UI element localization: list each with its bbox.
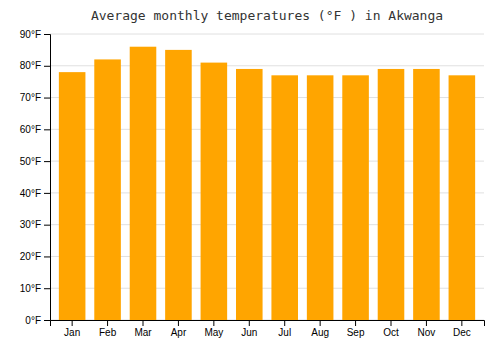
x-tick: Nov [418, 320, 436, 338]
x-tick: Jul [278, 320, 291, 338]
bar [59, 72, 86, 320]
x-tick-mark [72, 320, 73, 326]
x-tick-label: Jul [278, 327, 291, 338]
y-tick-label: 80°F [20, 60, 41, 71]
y-tick: 20°F [20, 251, 50, 262]
y-tick: 50°F [20, 156, 50, 167]
x-tick-mark [178, 320, 179, 326]
y-tick: 0°F [25, 315, 50, 326]
x-tick: Oct [383, 320, 399, 338]
x-tick-mark [107, 320, 108, 326]
x-tick-mark [461, 320, 462, 326]
x-tick: Jan [64, 320, 80, 338]
bar [342, 75, 369, 320]
x-tick-mark [284, 320, 285, 326]
y-tick: 10°F [20, 283, 50, 294]
y-tick-label: 60°F [20, 124, 41, 135]
x-tick-mark [249, 320, 250, 326]
y-tick-mark [44, 66, 50, 67]
x-tick-label: Dec [453, 327, 471, 338]
x-tick: Apr [171, 320, 187, 338]
bar [94, 59, 121, 320]
y-tick: 40°F [20, 188, 50, 199]
y-tick-mark [44, 129, 50, 130]
x-tick-mark [213, 320, 214, 326]
y-tick: 30°F [20, 219, 50, 230]
x-tick-label: Aug [311, 327, 329, 338]
x-tick: Dec [453, 320, 471, 338]
grid-line [50, 34, 484, 35]
y-tick-mark [44, 320, 50, 321]
y-tick-mark [44, 288, 50, 289]
x-tick-label: Nov [418, 327, 436, 338]
x-tick-label: Sep [347, 327, 365, 338]
x-tick: Feb [99, 320, 117, 338]
y-tick: 70°F [20, 92, 50, 103]
x-tick-label: Feb [99, 327, 117, 338]
plot-area [59, 47, 475, 320]
chart: 0°F 10°F 20°F 30°F 40°F 50°F 60°F 70°F 80°F 90°F J… [0, 0, 500, 350]
y-tick-label: 10°F [20, 283, 41, 294]
y-tick-mark [44, 161, 50, 162]
y-tick-label: 40°F [20, 188, 41, 199]
y-tick-label: 70°F [20, 92, 41, 103]
x-tick-mark [143, 320, 144, 326]
x-axis-line [51, 321, 485, 327]
y-tick-mark [44, 34, 50, 35]
x-tick-mark [426, 320, 427, 326]
title: Average monthly temperatures (°F ) in Ak… [91, 8, 443, 23]
y-tick-label: 20°F [20, 251, 41, 262]
bar [307, 75, 334, 320]
y-tick-mark [44, 98, 50, 99]
bar [201, 63, 228, 320]
x-tick-label: May [204, 327, 223, 338]
x-tick-label: Apr [171, 327, 187, 338]
x-tick-mark [355, 320, 356, 326]
y-axis-line [44, 35, 51, 321]
bar [378, 69, 405, 320]
x-tick-mark [391, 320, 392, 326]
x-tick: Mar [134, 320, 152, 338]
y-tick-label: 0°F [25, 315, 41, 326]
x-tick-mark [320, 320, 321, 326]
y-axis: 0°F 10°F 20°F 30°F 40°F 50°F 60°F 70°F 80°F 90°F [20, 29, 51, 326]
bar [165, 50, 192, 320]
bar [449, 75, 476, 320]
y-tick: 60°F [20, 124, 50, 135]
bar [236, 69, 263, 320]
y-tick-mark [44, 256, 50, 257]
x-tick: Aug [311, 320, 329, 338]
bar [271, 75, 298, 320]
y-tick-label: 90°F [20, 29, 41, 40]
y-tick-mark [44, 193, 50, 194]
bar [130, 47, 157, 320]
x-tick: May [204, 320, 223, 338]
y-tick: 90°F [20, 29, 50, 40]
x-tick: Sep [347, 320, 365, 338]
x-tick-label: Oct [383, 327, 399, 338]
x-tick-label: Jun [241, 327, 257, 338]
x-tick: Jun [241, 320, 257, 338]
x-tick-label: Jan [64, 327, 80, 338]
grid [50, 34, 484, 320]
y-tick-mark [44, 225, 50, 226]
y-tick-label: 50°F [20, 156, 41, 167]
x-axis: Jan Feb Mar Apr May Jun Jul Aug Sep Oct Nov Dec [51, 320, 485, 338]
bar [413, 69, 440, 320]
y-tick-label: 30°F [20, 219, 41, 230]
y-tick: 80°F [20, 60, 50, 71]
x-tick-label: Mar [134, 327, 152, 338]
